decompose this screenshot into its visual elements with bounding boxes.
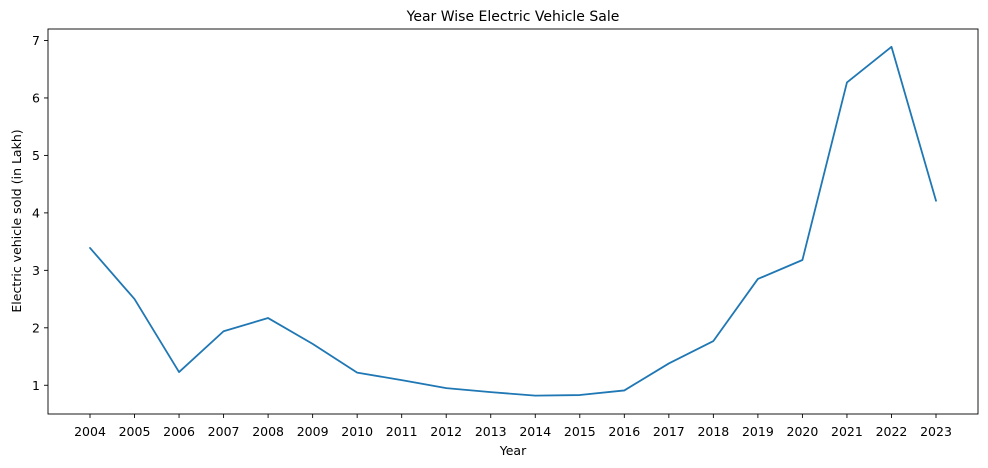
x-tick-label: 2010 xyxy=(341,424,373,439)
x-tick-label: 2007 xyxy=(208,424,240,439)
x-tick-label: 2014 xyxy=(519,424,551,439)
y-tick-label: 1 xyxy=(32,378,40,393)
y-tick-label: 2 xyxy=(32,320,40,335)
plot-area-frame xyxy=(47,28,979,415)
x-tick-label: 2022 xyxy=(876,424,908,439)
x-tick-label: 2019 xyxy=(742,424,774,439)
x-tick-label: 2023 xyxy=(920,424,952,439)
y-tick-label: 6 xyxy=(32,90,40,105)
x-axis: 2004 2005 2006 2007 2008 2009 2010 2011 2012 2013… xyxy=(74,414,952,439)
x-tick-label: 2017 xyxy=(653,424,685,439)
series-line xyxy=(89,45,937,397)
y-axis-label: Electric vehicle sold (in Lakh) xyxy=(9,129,24,312)
x-tick-label: 2005 xyxy=(119,424,151,439)
x-tick-label: 2009 xyxy=(297,424,329,439)
y-tick-label: 7 xyxy=(32,33,40,48)
x-axis-label: Year xyxy=(499,443,527,458)
y-axis: 1 2 3 4 5 6 7 xyxy=(32,33,48,393)
y-tick-label: 5 xyxy=(32,148,40,163)
y-tick-label: 4 xyxy=(32,205,40,220)
x-tick-label: 2004 xyxy=(74,424,106,439)
y-tick-label: 3 xyxy=(32,263,40,278)
x-tick-label: 2013 xyxy=(475,424,507,439)
chart-title: Year Wise Electric Vehicle Sale xyxy=(406,9,620,25)
x-tick-label: 2016 xyxy=(608,424,640,439)
x-tick-label: 2012 xyxy=(430,424,462,439)
x-tick-label: 2008 xyxy=(252,424,284,439)
x-tick-label: 2021 xyxy=(831,424,863,439)
x-tick-label: 2018 xyxy=(697,424,729,439)
x-tick-label: 2011 xyxy=(386,424,418,439)
x-tick-label: 2015 xyxy=(564,424,596,439)
x-tick-label: 2020 xyxy=(787,424,819,439)
series-layer xyxy=(89,45,937,397)
x-tick-label: 2006 xyxy=(163,424,195,439)
